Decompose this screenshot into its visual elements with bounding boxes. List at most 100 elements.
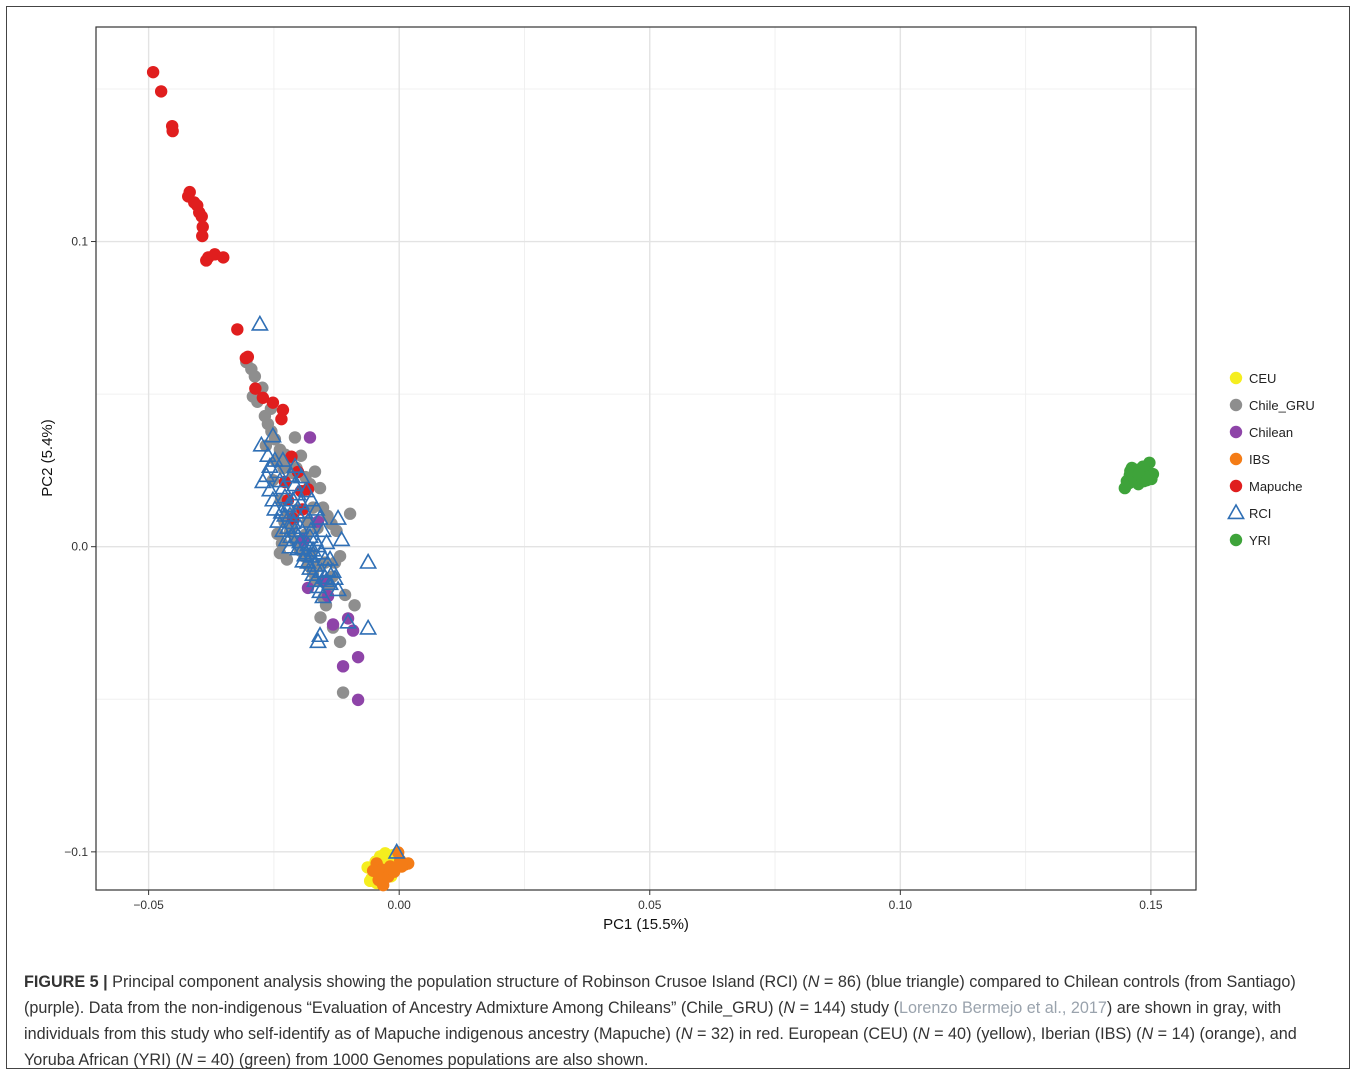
x-tick-label: 0.00 bbox=[388, 898, 412, 912]
caption-text: = 14) (orange), and Yoruba African (YRI)… bbox=[24, 1025, 1297, 1069]
x-tick-label: 0.10 bbox=[889, 898, 913, 912]
point-rci bbox=[292, 467, 311, 484]
point-rci bbox=[307, 499, 326, 516]
point-chile-gru bbox=[308, 465, 322, 478]
legend-key-yri bbox=[1229, 533, 1243, 547]
legend-label-ceu: CEU bbox=[1249, 371, 1276, 386]
legend: CEU Chile_GRU Chilean IBS Mapuche RCI YRI bbox=[1227, 371, 1315, 548]
point-chile-gru bbox=[314, 611, 327, 624]
caption-text: = 144) study ( bbox=[795, 999, 900, 1017]
point-rci bbox=[314, 587, 332, 604]
legend-label-chilean: Chilean bbox=[1249, 425, 1293, 440]
point-chilean bbox=[346, 624, 360, 637]
point-rci bbox=[306, 555, 324, 572]
x-tick-label: 0.15 bbox=[1139, 898, 1163, 912]
caption-n-symbol: N bbox=[680, 1025, 693, 1043]
point-rci bbox=[253, 472, 272, 489]
point-rci bbox=[252, 435, 271, 452]
point-rci bbox=[291, 493, 310, 510]
point-rci bbox=[273, 451, 292, 467]
y-tick-label: −0.1 bbox=[64, 845, 88, 859]
point-mapuche bbox=[217, 251, 230, 264]
point-rci bbox=[309, 632, 327, 649]
legend-label-rci: RCI bbox=[1249, 506, 1271, 521]
legend-key-mapuche bbox=[1229, 479, 1243, 493]
point-rci bbox=[287, 502, 306, 519]
point-rci bbox=[302, 490, 321, 507]
point-mapuche bbox=[146, 65, 160, 79]
point-rci bbox=[285, 457, 304, 473]
point-mapuche bbox=[196, 229, 209, 243]
point-chile-gru bbox=[348, 599, 361, 612]
point-rci bbox=[288, 539, 307, 556]
point-rci bbox=[282, 466, 301, 483]
legend-key-ibs bbox=[1229, 452, 1243, 466]
point-rci bbox=[283, 490, 302, 507]
point-rci bbox=[263, 490, 282, 507]
point-rci bbox=[314, 521, 332, 538]
point-rci bbox=[304, 540, 322, 557]
point-mapuche bbox=[231, 323, 244, 336]
point-rci bbox=[324, 562, 343, 578]
point-chile-gru bbox=[288, 431, 302, 444]
point-rci bbox=[301, 527, 319, 544]
caption-text: ) are shown in gray, with individuals fr… bbox=[24, 999, 1282, 1043]
caption-n-symbol: N bbox=[807, 973, 820, 991]
point-mapuche bbox=[166, 124, 179, 138]
point-rci bbox=[321, 574, 340, 591]
legend-label-chile-gru: Chile_GRU bbox=[1249, 398, 1315, 413]
point-chile-gru bbox=[333, 635, 347, 649]
point-rci bbox=[277, 530, 296, 547]
point-chile-gru bbox=[313, 481, 327, 495]
figure-caption: FIGURE 5 | Principal component analysis … bbox=[24, 969, 1334, 1073]
point-mapuche bbox=[196, 220, 209, 234]
point-chilean bbox=[303, 431, 317, 444]
point-rci bbox=[317, 533, 336, 550]
point-yri bbox=[1140, 473, 1154, 487]
point-rci bbox=[339, 612, 358, 629]
point-mapuche bbox=[256, 391, 270, 404]
point-chile-gru bbox=[330, 524, 343, 538]
point-ibs bbox=[391, 846, 405, 859]
legend-key-rci bbox=[1227, 503, 1245, 520]
point-rci bbox=[297, 481, 316, 498]
y-axis-title: PC2 (5.4%) bbox=[39, 419, 56, 497]
point-rci bbox=[263, 426, 282, 443]
legend-key-ceu bbox=[1229, 371, 1243, 385]
legend-key-chilean bbox=[1229, 425, 1243, 439]
caption-n-symbol: N bbox=[783, 999, 796, 1017]
point-rci bbox=[329, 508, 348, 525]
point-rci bbox=[317, 571, 336, 588]
point-rci bbox=[290, 518, 309, 535]
pca-scatter-chart: −0.05 0.00 0.05 0.10 0.15 −0.1 0.0 0.1 PC1 (15.… bbox=[39, 26, 1315, 933]
caption-n-symbol: N bbox=[180, 1051, 193, 1069]
point-mapuche bbox=[276, 403, 290, 417]
x-tick-label: −0.05 bbox=[133, 898, 164, 912]
caption-text: = 40) (green) from 1000 Genomes populati… bbox=[192, 1051, 649, 1069]
point-rci bbox=[329, 580, 348, 597]
point-rci bbox=[260, 480, 279, 497]
legend-key-chile-gru bbox=[1229, 398, 1243, 412]
point-rci bbox=[273, 521, 292, 538]
point-rci bbox=[312, 562, 331, 578]
caption-text: Principal component analysis showing the… bbox=[107, 973, 808, 991]
point-rci bbox=[387, 842, 406, 859]
point-rci bbox=[293, 551, 312, 568]
point-chile-gru bbox=[294, 449, 308, 462]
point-ibs bbox=[395, 860, 408, 873]
legend-label-ibs: IBS bbox=[1249, 452, 1270, 467]
point-chilean bbox=[336, 660, 350, 673]
caption-n-symbol: N bbox=[1141, 1025, 1154, 1043]
citation-link[interactable]: Lorenzo Bermejo et al., 2017 bbox=[899, 999, 1107, 1017]
point-chilean bbox=[326, 618, 340, 631]
point-rci bbox=[321, 549, 340, 566]
point-chile-gru bbox=[336, 686, 350, 699]
axes: −0.05 0.00 0.05 0.10 0.15 −0.1 0.0 0.1 bbox=[64, 235, 1163, 912]
point-rci bbox=[272, 502, 291, 519]
caption-text: = 40) (yellow), Iberian (IBS) ( bbox=[929, 1025, 1142, 1043]
point-chile-gru bbox=[343, 507, 357, 520]
point-rci bbox=[275, 505, 294, 522]
data-points bbox=[146, 65, 1160, 892]
caption-text: = 86) (blue triangle) compared to Chilea… bbox=[24, 973, 1296, 1017]
x-axis-title: PC1 (15.5%) bbox=[603, 916, 689, 933]
